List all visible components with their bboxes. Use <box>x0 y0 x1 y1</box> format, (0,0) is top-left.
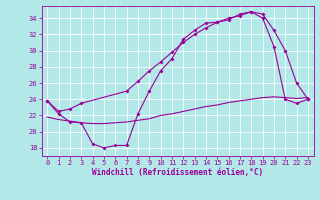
X-axis label: Windchill (Refroidissement éolien,°C): Windchill (Refroidissement éolien,°C) <box>92 168 263 177</box>
